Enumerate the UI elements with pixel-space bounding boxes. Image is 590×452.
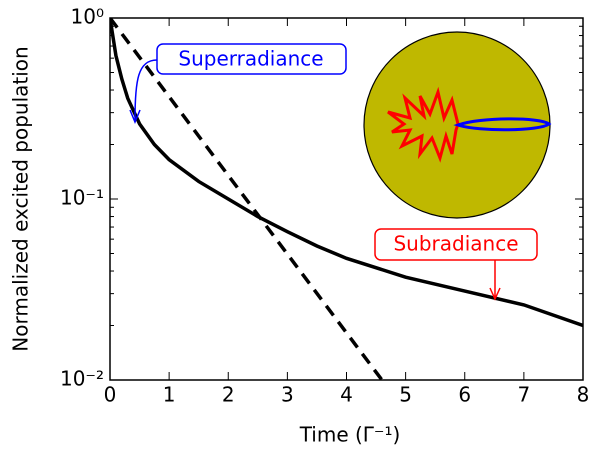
arrow-head bbox=[129, 109, 141, 124]
annotation-arrow bbox=[134, 59, 158, 121]
annotation: Superradiance bbox=[178, 47, 323, 71]
annotation-box bbox=[374, 228, 538, 261]
plot-frame bbox=[109, 17, 584, 381]
x-tick-label: 1 bbox=[163, 383, 176, 407]
y-axis-label: Normalized excited population bbox=[9, 46, 33, 351]
x-tick-label: 3 bbox=[281, 383, 294, 407]
x-tick-label: 8 bbox=[577, 383, 590, 407]
x-axis-label: Time (Γ⁻¹) bbox=[299, 423, 401, 447]
y-tick-label: 10⁻¹ bbox=[60, 186, 104, 210]
annotation-box bbox=[156, 43, 347, 75]
x-tick-label: 6 bbox=[458, 383, 471, 407]
x-tick-label: 4 bbox=[340, 383, 353, 407]
line-series bbox=[110, 18, 583, 328]
inset-blue-lobe bbox=[453, 117, 552, 132]
annotation-arrow bbox=[489, 260, 501, 301]
annotation: Subradiance bbox=[393, 232, 518, 256]
inset bbox=[363, 31, 552, 219]
x-tick-label: 5 bbox=[399, 383, 412, 407]
x-tick-label: 7 bbox=[518, 383, 531, 407]
y-tick-label: 10⁰ bbox=[71, 5, 104, 29]
inset-red-lobe bbox=[387, 86, 460, 163]
x-tick-label: 0 bbox=[104, 383, 117, 407]
y-tick-label: 10⁻² bbox=[60, 367, 104, 391]
x-tick-label: 2 bbox=[222, 383, 235, 407]
line-series bbox=[110, 18, 384, 380]
